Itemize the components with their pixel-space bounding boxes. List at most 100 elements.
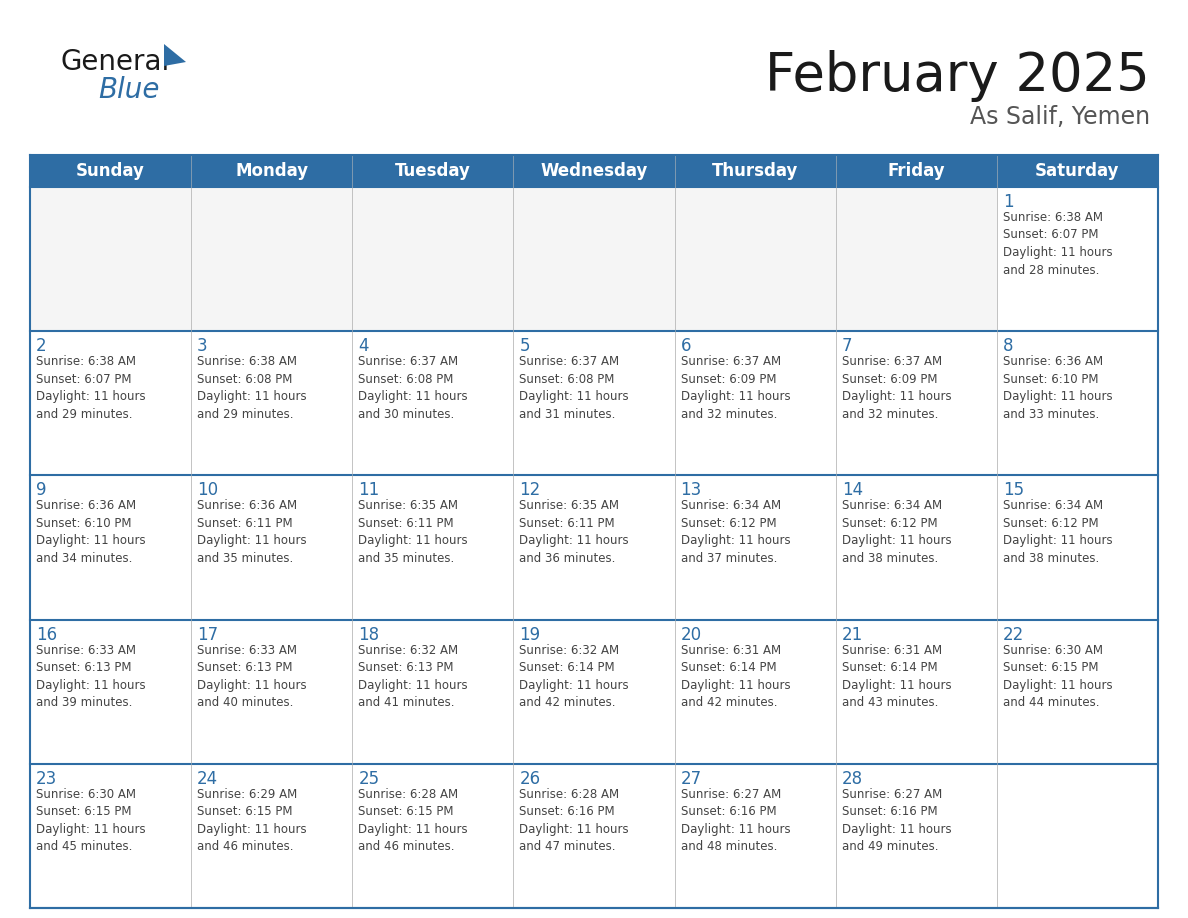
- Text: Sunrise: 6:37 AM
Sunset: 6:09 PM
Daylight: 11 hours
and 32 minutes.: Sunrise: 6:37 AM Sunset: 6:09 PM Dayligh…: [681, 355, 790, 420]
- Bar: [675, 620, 835, 764]
- Text: Tuesday: Tuesday: [394, 162, 470, 180]
- Bar: [353, 620, 513, 764]
- Text: Sunrise: 6:30 AM
Sunset: 6:15 PM
Daylight: 11 hours
and 44 minutes.: Sunrise: 6:30 AM Sunset: 6:15 PM Dayligh…: [1003, 644, 1112, 709]
- Text: 23: 23: [36, 770, 57, 788]
- Bar: [30, 476, 191, 620]
- Text: 25: 25: [359, 770, 379, 788]
- Bar: [30, 155, 191, 187]
- Text: Sunrise: 6:27 AM
Sunset: 6:16 PM
Daylight: 11 hours
and 49 minutes.: Sunrise: 6:27 AM Sunset: 6:16 PM Dayligh…: [842, 788, 952, 854]
- Text: Sunday: Sunday: [76, 162, 145, 180]
- Text: 27: 27: [681, 770, 702, 788]
- Text: 5: 5: [519, 337, 530, 355]
- Text: 19: 19: [519, 625, 541, 644]
- Text: Sunrise: 6:37 AM
Sunset: 6:08 PM
Daylight: 11 hours
and 30 minutes.: Sunrise: 6:37 AM Sunset: 6:08 PM Dayligh…: [359, 355, 468, 420]
- Text: 9: 9: [36, 481, 46, 499]
- Text: 15: 15: [1003, 481, 1024, 499]
- Text: General: General: [61, 48, 169, 76]
- Text: Sunrise: 6:28 AM
Sunset: 6:16 PM
Daylight: 11 hours
and 47 minutes.: Sunrise: 6:28 AM Sunset: 6:16 PM Dayligh…: [519, 788, 630, 854]
- Bar: [191, 155, 353, 187]
- Text: Sunrise: 6:36 AM
Sunset: 6:10 PM
Daylight: 11 hours
and 33 minutes.: Sunrise: 6:36 AM Sunset: 6:10 PM Dayligh…: [1003, 355, 1112, 420]
- Text: Sunrise: 6:32 AM
Sunset: 6:13 PM
Daylight: 11 hours
and 41 minutes.: Sunrise: 6:32 AM Sunset: 6:13 PM Dayligh…: [359, 644, 468, 709]
- Text: 1: 1: [1003, 193, 1013, 211]
- Bar: [30, 620, 191, 764]
- Bar: [353, 764, 513, 908]
- Text: 22: 22: [1003, 625, 1024, 644]
- Bar: [835, 620, 997, 764]
- Bar: [513, 331, 675, 476]
- Text: Sunrise: 6:34 AM
Sunset: 6:12 PM
Daylight: 11 hours
and 38 minutes.: Sunrise: 6:34 AM Sunset: 6:12 PM Dayligh…: [842, 499, 952, 565]
- Bar: [513, 620, 675, 764]
- Text: Sunrise: 6:34 AM
Sunset: 6:12 PM
Daylight: 11 hours
and 37 minutes.: Sunrise: 6:34 AM Sunset: 6:12 PM Dayligh…: [681, 499, 790, 565]
- Text: Sunrise: 6:38 AM
Sunset: 6:07 PM
Daylight: 11 hours
and 28 minutes.: Sunrise: 6:38 AM Sunset: 6:07 PM Dayligh…: [1003, 211, 1112, 276]
- Text: Sunrise: 6:27 AM
Sunset: 6:16 PM
Daylight: 11 hours
and 48 minutes.: Sunrise: 6:27 AM Sunset: 6:16 PM Dayligh…: [681, 788, 790, 854]
- Bar: [835, 187, 997, 331]
- Bar: [30, 331, 191, 476]
- Text: 6: 6: [681, 337, 691, 355]
- Text: Sunrise: 6:38 AM
Sunset: 6:07 PM
Daylight: 11 hours
and 29 minutes.: Sunrise: 6:38 AM Sunset: 6:07 PM Dayligh…: [36, 355, 146, 420]
- Text: 18: 18: [359, 625, 379, 644]
- Text: Sunrise: 6:36 AM
Sunset: 6:11 PM
Daylight: 11 hours
and 35 minutes.: Sunrise: 6:36 AM Sunset: 6:11 PM Dayligh…: [197, 499, 307, 565]
- Bar: [513, 764, 675, 908]
- Text: 16: 16: [36, 625, 57, 644]
- Bar: [997, 764, 1158, 908]
- Bar: [997, 331, 1158, 476]
- Bar: [191, 620, 353, 764]
- Text: 21: 21: [842, 625, 862, 644]
- Text: 20: 20: [681, 625, 702, 644]
- Text: Sunrise: 6:36 AM
Sunset: 6:10 PM
Daylight: 11 hours
and 34 minutes.: Sunrise: 6:36 AM Sunset: 6:10 PM Dayligh…: [36, 499, 146, 565]
- Text: Sunrise: 6:37 AM
Sunset: 6:08 PM
Daylight: 11 hours
and 31 minutes.: Sunrise: 6:37 AM Sunset: 6:08 PM Dayligh…: [519, 355, 630, 420]
- Bar: [675, 764, 835, 908]
- Text: Blue: Blue: [97, 76, 159, 104]
- Text: Sunrise: 6:31 AM
Sunset: 6:14 PM
Daylight: 11 hours
and 42 minutes.: Sunrise: 6:31 AM Sunset: 6:14 PM Dayligh…: [681, 644, 790, 709]
- Bar: [191, 764, 353, 908]
- Text: Sunrise: 6:29 AM
Sunset: 6:15 PM
Daylight: 11 hours
and 46 minutes.: Sunrise: 6:29 AM Sunset: 6:15 PM Dayligh…: [197, 788, 307, 854]
- Bar: [997, 620, 1158, 764]
- Bar: [191, 331, 353, 476]
- Bar: [353, 187, 513, 331]
- Text: 3: 3: [197, 337, 208, 355]
- Text: Sunrise: 6:37 AM
Sunset: 6:09 PM
Daylight: 11 hours
and 32 minutes.: Sunrise: 6:37 AM Sunset: 6:09 PM Dayligh…: [842, 355, 952, 420]
- Text: 7: 7: [842, 337, 852, 355]
- Text: 12: 12: [519, 481, 541, 499]
- Bar: [675, 155, 835, 187]
- Text: Sunrise: 6:30 AM
Sunset: 6:15 PM
Daylight: 11 hours
and 45 minutes.: Sunrise: 6:30 AM Sunset: 6:15 PM Dayligh…: [36, 788, 146, 854]
- Bar: [997, 187, 1158, 331]
- Text: 14: 14: [842, 481, 862, 499]
- Text: 2: 2: [36, 337, 46, 355]
- Text: 10: 10: [197, 481, 219, 499]
- Text: 13: 13: [681, 481, 702, 499]
- Bar: [997, 476, 1158, 620]
- Text: Wednesday: Wednesday: [541, 162, 647, 180]
- Text: Sunrise: 6:28 AM
Sunset: 6:15 PM
Daylight: 11 hours
and 46 minutes.: Sunrise: 6:28 AM Sunset: 6:15 PM Dayligh…: [359, 788, 468, 854]
- Text: 11: 11: [359, 481, 379, 499]
- Text: As Salif, Yemen: As Salif, Yemen: [969, 105, 1150, 129]
- Text: Sunrise: 6:35 AM
Sunset: 6:11 PM
Daylight: 11 hours
and 35 minutes.: Sunrise: 6:35 AM Sunset: 6:11 PM Dayligh…: [359, 499, 468, 565]
- Bar: [835, 155, 997, 187]
- Bar: [353, 331, 513, 476]
- Text: Sunrise: 6:33 AM
Sunset: 6:13 PM
Daylight: 11 hours
and 40 minutes.: Sunrise: 6:33 AM Sunset: 6:13 PM Dayligh…: [197, 644, 307, 709]
- Text: Sunrise: 6:31 AM
Sunset: 6:14 PM
Daylight: 11 hours
and 43 minutes.: Sunrise: 6:31 AM Sunset: 6:14 PM Dayligh…: [842, 644, 952, 709]
- Bar: [353, 476, 513, 620]
- Bar: [191, 187, 353, 331]
- Text: 17: 17: [197, 625, 219, 644]
- Bar: [513, 476, 675, 620]
- Bar: [353, 155, 513, 187]
- Text: Friday: Friday: [887, 162, 946, 180]
- Text: February 2025: February 2025: [765, 50, 1150, 102]
- Bar: [675, 187, 835, 331]
- Text: Sunrise: 6:32 AM
Sunset: 6:14 PM
Daylight: 11 hours
and 42 minutes.: Sunrise: 6:32 AM Sunset: 6:14 PM Dayligh…: [519, 644, 630, 709]
- Bar: [513, 187, 675, 331]
- Text: Sunrise: 6:38 AM
Sunset: 6:08 PM
Daylight: 11 hours
and 29 minutes.: Sunrise: 6:38 AM Sunset: 6:08 PM Dayligh…: [197, 355, 307, 420]
- Text: 28: 28: [842, 770, 862, 788]
- Bar: [30, 764, 191, 908]
- Bar: [997, 155, 1158, 187]
- Text: 4: 4: [359, 337, 368, 355]
- Bar: [191, 476, 353, 620]
- Bar: [835, 476, 997, 620]
- Text: Saturday: Saturday: [1035, 162, 1119, 180]
- Text: Thursday: Thursday: [712, 162, 798, 180]
- Bar: [30, 187, 191, 331]
- Text: 26: 26: [519, 770, 541, 788]
- Text: Monday: Monday: [235, 162, 308, 180]
- Bar: [835, 331, 997, 476]
